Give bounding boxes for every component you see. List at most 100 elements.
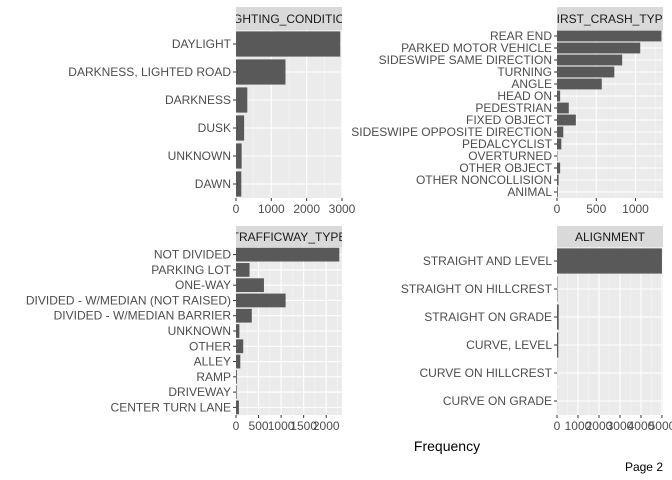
bar-1-6 — [236, 171, 242, 197]
y-tick-label: UNKNOWN — [168, 324, 231, 338]
y-tick-label: DUSK — [198, 121, 231, 135]
y-tick-label: SIDESWIPE OPPOSITE DIRECTION — [351, 125, 552, 139]
strip-background — [236, 226, 342, 247]
bar-2-5 — [557, 78, 602, 90]
bar-2-14 — [557, 186, 558, 198]
strip-title: ALIGNMENT — [575, 230, 646, 244]
x-axis-title: Frequency — [414, 438, 480, 454]
x-tick-label: 3000 — [329, 202, 356, 216]
strip-title: GHTING_CONDITIO — [233, 12, 345, 26]
x-tick-label: 1500 — [290, 419, 317, 433]
y-tick-label: STRAIGHT ON GRADE — [424, 310, 552, 324]
y-tick-label: ANGLE — [511, 77, 552, 91]
y-tick-label: DARKNESS — [165, 93, 231, 107]
bar-2-2 — [557, 42, 641, 54]
y-tick-label: SIDESWIPE SAME DIRECTION — [379, 53, 552, 67]
x-tick-label: 2000 — [313, 419, 340, 433]
bar-4-1 — [557, 248, 662, 274]
bar-3-5 — [236, 308, 252, 323]
bar-1-4 — [236, 115, 245, 141]
x-tick-label: 3000 — [607, 419, 634, 433]
y-tick-label: DIVIDED - W/MEDIAN (NOT RAISED) — [26, 293, 231, 307]
bars — [557, 248, 662, 414]
y-tick-label: CURVE ON HILLCREST — [420, 366, 553, 380]
bar-3-10 — [236, 385, 237, 399]
y-tick-label: OTHER OBJECT — [459, 161, 552, 175]
bar-4-3 — [557, 304, 559, 330]
x-tick-label: 1000 — [622, 202, 649, 216]
strip-background — [236, 7, 342, 30]
y-tick-label: STRAIGHT ON HILLCREST — [401, 282, 553, 296]
bar-1-5 — [236, 143, 242, 169]
y-tick-label: CENTER TURN LANE — [111, 400, 231, 414]
bar-1-3 — [236, 87, 248, 113]
bars — [236, 31, 341, 197]
y-tick-label: FIXED OBJECT — [466, 113, 553, 127]
x-tick-label: 2000 — [293, 202, 320, 216]
x-tick-label: 500 — [586, 202, 606, 216]
x-tick-label: 0 — [233, 419, 240, 433]
strip-title: TRAFFICWAY_TYPE — [232, 230, 347, 244]
panel-background — [557, 247, 663, 415]
x-tick-label: 500 — [249, 419, 269, 433]
y-tick-label: OTHER — [189, 339, 231, 353]
strip-title: FIRST_CRASH_TYPE — [549, 12, 670, 26]
bar-3-6 — [236, 324, 240, 338]
y-tick-label: ONE-WAY — [175, 278, 231, 292]
bar-1-1 — [236, 31, 341, 57]
y-tick-label: DARKNESS, LIGHTED ROAD — [68, 65, 231, 79]
y-tick-label: CURVE, LEVEL — [466, 338, 552, 352]
bar-3-4 — [236, 293, 286, 308]
y-tick-label: TURNING — [497, 65, 552, 79]
bar-2-1 — [557, 30, 662, 42]
bar-1-2 — [236, 59, 286, 85]
y-tick-label: DIVIDED - W/MEDIAN BARRIER — [54, 309, 232, 323]
x-tick-label: 0 — [554, 202, 561, 216]
panel-4: ALIGNMENT STRAIGHT AND LEVEL STRAIGHT ON H… — [401, 226, 672, 433]
y-tick-label: PARKING LOT — [151, 263, 231, 277]
y-tick-label: STRAIGHT AND LEVEL — [423, 254, 552, 268]
x-tick-label: 1000 — [565, 419, 592, 433]
strip-background — [557, 226, 663, 247]
y-tick-label: DAYLIGHT — [172, 37, 232, 51]
bar-3-7 — [236, 339, 244, 354]
bar-3-9 — [236, 369, 237, 384]
y-tick-label: HEAD ON — [497, 89, 552, 103]
bar-3-11 — [236, 400, 239, 415]
y-tick-label: RAMP — [196, 370, 231, 384]
y-tick-label: NOT DIVIDED — [154, 248, 231, 262]
bar-2-4 — [557, 66, 615, 78]
y-tick-label: CURVE ON GRADE — [443, 394, 552, 408]
x-tick-label: 2000 — [586, 419, 613, 433]
bars — [557, 30, 662, 198]
bar-2-12 — [557, 162, 561, 174]
x-tick-label: 1000 — [268, 419, 295, 433]
y-tick-label: PARKED MOTOR VEHICLE — [401, 41, 552, 55]
y-tick-label: DRIVEWAY — [168, 385, 231, 399]
bar-3-2 — [236, 263, 250, 277]
x-tick-label: 5000 — [649, 419, 672, 433]
page-label: Page 2 — [625, 460, 663, 474]
bars — [236, 247, 340, 415]
x-tick-label: 0 — [554, 419, 561, 433]
bar-2-3 — [557, 54, 623, 66]
bar-2-7 — [557, 102, 569, 114]
y-tick-label: REAR END — [490, 29, 552, 43]
bar-2-13 — [557, 174, 559, 186]
bar-3-1 — [236, 247, 340, 262]
y-tick-label: PEDESTRIAN — [475, 101, 552, 115]
bar-3-8 — [236, 354, 241, 369]
y-tick-label: PEDALCYCLIST — [462, 137, 553, 151]
y-tick-label: UNKNOWN — [168, 149, 231, 163]
x-tick-label: 4000 — [628, 419, 655, 433]
bar-4-4 — [557, 332, 559, 358]
x-tick-label: 1000 — [258, 202, 285, 216]
strip-background — [557, 7, 663, 30]
x-tick-label: 0 — [233, 202, 240, 216]
y-tick-label: OVERTURNED — [468, 149, 552, 163]
bar-3-3 — [236, 278, 264, 293]
